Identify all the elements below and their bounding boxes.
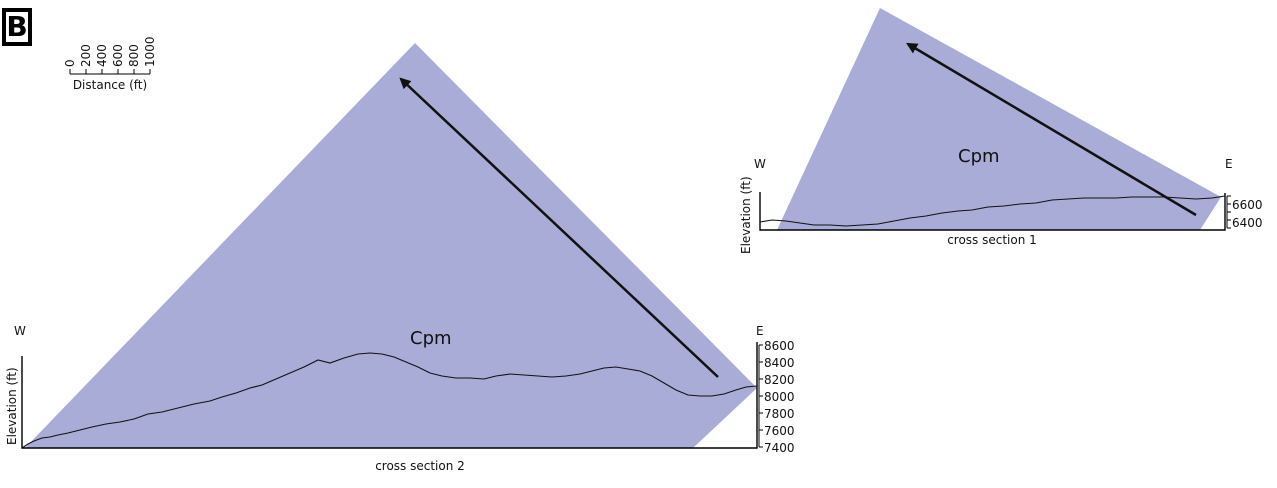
elevation-tick-label: 7600	[764, 424, 795, 438]
topography-line	[21, 352, 758, 449]
topography-line	[759, 195, 1226, 227]
section-2-frame	[21, 342, 758, 449]
direction-arrow	[399, 77, 719, 378]
elevation-tick-label: 7400	[764, 441, 795, 455]
scale-tick-label: 800	[127, 44, 141, 67]
section-1-west-label: W	[754, 157, 766, 171]
section-1-frame	[759, 192, 1226, 231]
section-1-y-axis-label: Elevation (ft)	[739, 176, 753, 254]
panel-label: B	[2, 8, 32, 46]
section-2-east-label: E	[756, 324, 764, 338]
section-1-unit-label: Cpm	[958, 146, 1000, 167]
scale-tick-label: 200	[79, 44, 93, 67]
section-2-title: cross section 2	[375, 459, 465, 473]
scale-tick-label: 1000	[143, 36, 157, 67]
elevation-tick-label: 7800	[764, 407, 795, 421]
elevation-tick-label: 6400	[1232, 216, 1263, 230]
distance-scale-bar: 0 200 400 600 800 1000 Distance (ft)	[63, 36, 157, 92]
elevation-tick-label: 8600	[764, 339, 795, 353]
elevation-tick-label: 8200	[764, 373, 795, 387]
elevation-tick-label: 8400	[764, 356, 795, 370]
section-2-elevation-axis: 8600 8400 8200 8000 7800 7600 7400	[758, 339, 795, 455]
section-1-east-label: E	[1225, 157, 1233, 171]
scale-tick-label: 600	[111, 44, 125, 67]
section-1-elevation-axis: 6600 6400	[1226, 195, 1263, 230]
scale-tick-label: 400	[95, 44, 109, 67]
cross-section-2: W E Cpm Elevation (ft) cross section 2 8…	[5, 43, 795, 473]
section-1-title: cross section 1	[947, 233, 1037, 247]
scale-tick-label: 0	[63, 59, 77, 67]
cpm-unit-fill	[25, 43, 757, 448]
section-2-unit-label: Cpm	[410, 328, 452, 349]
section-2-y-axis-label: Elevation (ft)	[5, 367, 19, 445]
elevation-tick-label: 8000	[764, 390, 795, 404]
elevation-tick-label: 6600	[1232, 198, 1263, 212]
cross-section-1: W E Cpm Elevation (ft) cross section 1 6…	[739, 8, 1263, 254]
cpm-unit-fill	[777, 8, 1221, 230]
scale-bar-label: Distance (ft)	[73, 78, 147, 92]
direction-arrow	[906, 42, 1197, 217]
section-2-west-label: W	[14, 324, 26, 338]
